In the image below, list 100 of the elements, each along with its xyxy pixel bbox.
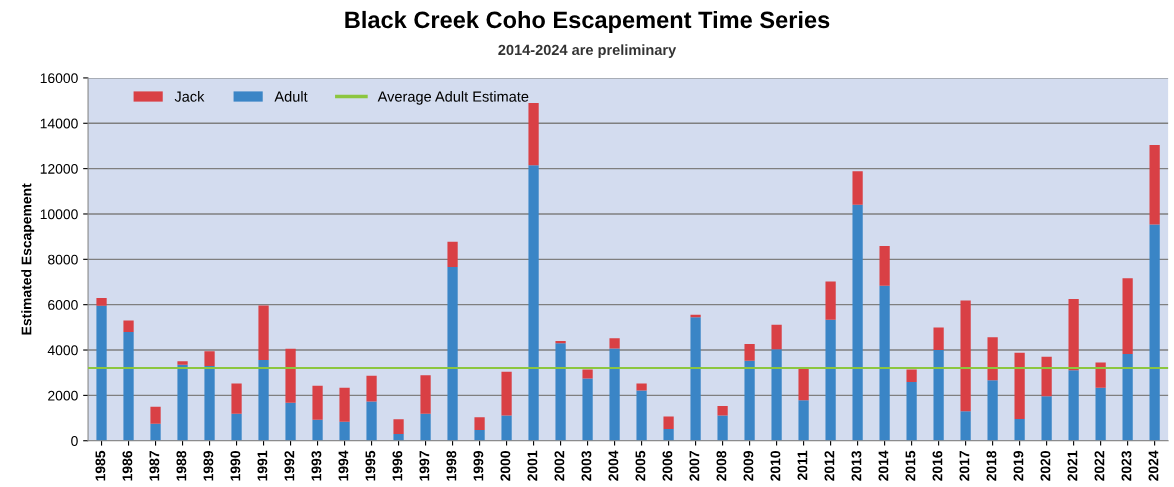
bar: [1014, 418, 1025, 441]
x-tick-label: 1990: [230, 451, 241, 481]
x-tick-label: 1998: [446, 450, 457, 481]
x-tick-label: 1997: [419, 451, 430, 481]
bar: [609, 348, 620, 441]
bar: [906, 382, 917, 441]
bar: [1014, 352, 1025, 419]
bar: [474, 430, 485, 441]
bar: [825, 281, 836, 320]
bar: [339, 421, 350, 441]
x-tick-label: 2005: [635, 450, 646, 481]
bar: [312, 385, 323, 420]
x-tick-label: 1986: [122, 450, 133, 481]
y-tick-label: 0: [71, 436, 78, 446]
bar: [663, 428, 674, 441]
x-tick-label: 2010: [770, 451, 781, 481]
y-tick-label: 4000: [47, 345, 78, 356]
x-tick-label: 2009: [743, 450, 754, 481]
bar: [420, 413, 431, 441]
bar: [744, 360, 755, 441]
bar: [204, 351, 215, 366]
bar: [582, 378, 593, 441]
bar: [1149, 224, 1160, 441]
bar: [960, 300, 971, 412]
x-tick-label: 2012: [824, 451, 835, 481]
legend-label: Average Adult Estimate: [377, 91, 529, 105]
x-tick-label: 2014: [878, 450, 889, 481]
x-tick-label: 2008: [716, 450, 727, 481]
chart-subtitle: 2014-2024 are preliminary: [498, 44, 677, 58]
x-tick-label: 1994: [338, 450, 349, 481]
x-tick-label: 2018: [986, 450, 997, 481]
x-tick-label: 1992: [284, 451, 295, 481]
bar: [366, 401, 377, 441]
bar: [285, 402, 296, 441]
bar: [690, 317, 701, 441]
bar: [501, 371, 512, 416]
bar: [1122, 278, 1133, 355]
bar: [933, 350, 944, 441]
bar: [555, 340, 566, 344]
x-tick-label: 2007: [689, 451, 700, 481]
x-tick-label: 1993: [311, 450, 322, 481]
bar: [204, 365, 215, 441]
bar: [960, 411, 971, 441]
x-tick-label: 2024: [1148, 450, 1159, 481]
bar: [906, 369, 917, 382]
bar: [1122, 354, 1133, 441]
bar: [636, 390, 647, 441]
y-tick-label: 12000: [40, 163, 78, 174]
bar: [123, 320, 134, 332]
bar: [420, 375, 431, 414]
bar: [96, 305, 107, 441]
bar: [528, 103, 539, 166]
bar: [1095, 387, 1106, 441]
legend-label: Adult: [274, 91, 308, 102]
bar: [852, 171, 863, 205]
x-tick-label: 2002: [554, 451, 565, 481]
x-tick-label: 2015: [905, 450, 916, 481]
x-tick-label: 1989: [203, 450, 214, 481]
bar: [582, 369, 593, 379]
y-tick-label: 16000: [40, 73, 78, 84]
x-tick-label: 2001: [527, 450, 538, 481]
bar: [312, 419, 323, 441]
x-tick-label: 2017: [959, 451, 970, 481]
bar: [447, 241, 458, 268]
bar: [528, 165, 539, 441]
bar: [447, 267, 458, 441]
x-tick-label: 2011: [797, 450, 808, 481]
bar: [744, 343, 755, 361]
bar: [123, 331, 134, 441]
x-tick-label: 2006: [662, 450, 673, 481]
x-tick-label: 2022: [1094, 451, 1105, 481]
bar: [1068, 370, 1079, 441]
x-tick-label: 2019: [1013, 450, 1024, 481]
bar: [393, 419, 404, 434]
bar: [258, 305, 269, 361]
x-tick-label: 1996: [392, 450, 403, 481]
x-tick-label: 2004: [608, 450, 619, 481]
bar: [636, 383, 647, 391]
bar: [771, 324, 782, 350]
bar: [717, 406, 728, 416]
bar: [258, 360, 269, 441]
x-tick-label: 1988: [176, 450, 187, 481]
bar: [852, 204, 863, 441]
x-tick-label: 1999: [473, 450, 484, 481]
bar: [393, 433, 404, 441]
bar: [474, 417, 485, 431]
bar: [1149, 145, 1160, 225]
x-tick-label: 1995: [365, 450, 376, 481]
x-tick-label: 2003: [581, 450, 592, 481]
x-tick-label: 2016: [932, 450, 943, 481]
bar: [339, 387, 350, 422]
bar: [150, 406, 161, 424]
bar: [96, 297, 107, 306]
bar: [1041, 396, 1052, 441]
bar: [285, 348, 296, 403]
x-tick-label: 2013: [851, 450, 862, 481]
y-tick-label: 14000: [40, 118, 78, 129]
chart-title: Black Creek Coho Escapement Time Series: [345, 10, 830, 33]
bar: [150, 423, 161, 441]
bar: [231, 413, 242, 441]
